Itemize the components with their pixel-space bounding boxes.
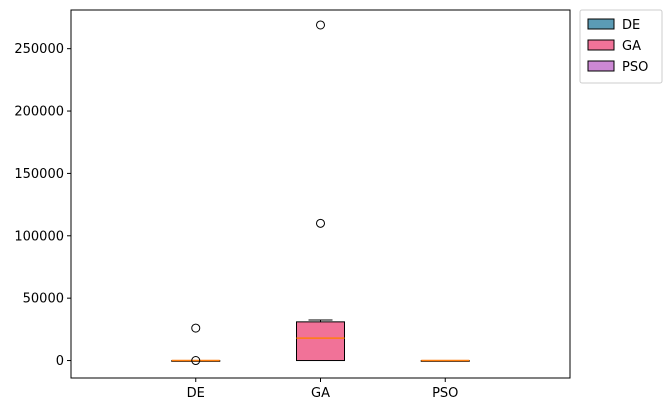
- plot-area: [171, 20, 470, 366]
- y-tick-label-5: 250000: [14, 42, 64, 57]
- legend-label-PSO: PSO: [622, 60, 648, 75]
- x-tick-label-1: GA: [311, 386, 330, 401]
- legend-swatch-DE: [587, 18, 615, 30]
- legend-label-GA: GA: [622, 39, 641, 54]
- outlier-GA-0: [316, 218, 325, 228]
- y-tick-label-3: 150000: [14, 167, 64, 182]
- x-tick-label-2: PSO: [432, 386, 458, 401]
- legend-label-DE: DE: [622, 18, 640, 33]
- outlier-DE-1: [191, 356, 201, 366]
- legend-swatch-GA: [587, 39, 615, 51]
- x-tick-label-0: DE: [187, 386, 205, 401]
- box-GA: [296, 321, 345, 362]
- legend-swatch-PSO: [587, 60, 615, 72]
- legend: DE GA PSO: [579, 9, 663, 84]
- y-tick-label-4: 200000: [14, 105, 64, 120]
- outlier-GA-1: [316, 20, 325, 30]
- outlier-DE-0: [191, 323, 201, 333]
- y-tick-label-1: 50000: [23, 292, 64, 307]
- y-tick-label-2: 100000: [14, 229, 64, 244]
- y-tick-label-0: 0: [56, 354, 64, 369]
- axes: 0 50000 100000 150000 200000 250000 DE GA PSO: [14, 9, 571, 401]
